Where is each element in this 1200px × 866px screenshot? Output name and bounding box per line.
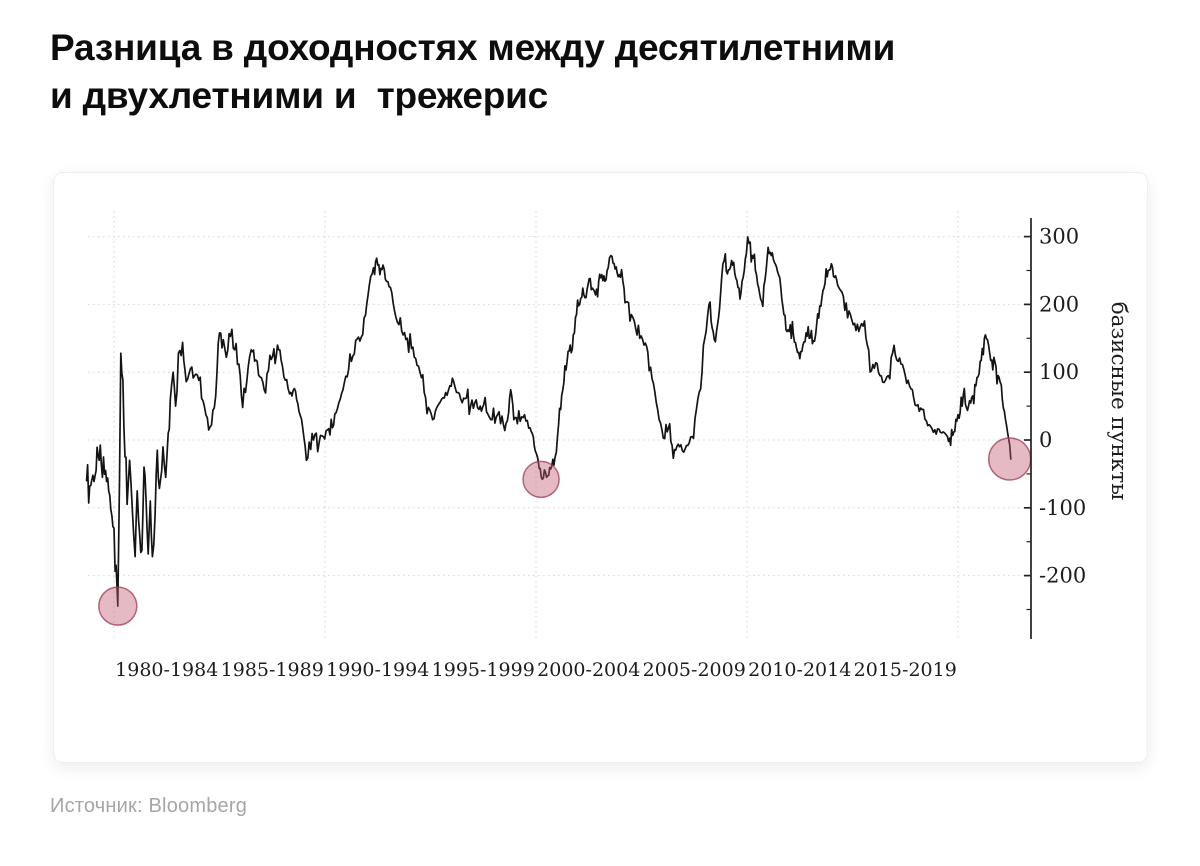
highlight-circle bbox=[987, 437, 1032, 481]
y-tick-label: -200 bbox=[1039, 564, 1086, 588]
x-tick-label: 2010-2014 bbox=[748, 659, 851, 681]
x-tick-label: 2005-2009 bbox=[643, 659, 746, 681]
series-line bbox=[85, 236, 1012, 607]
x-tick-label: 1980-1984 bbox=[115, 659, 218, 681]
x-tick-label: 2000-2004 bbox=[537, 659, 640, 681]
x-tick-label: 1990-1994 bbox=[326, 659, 429, 681]
x-tick-label: 1995-1999 bbox=[432, 659, 535, 681]
source-note: Источник: Bloomberg bbox=[50, 795, 247, 818]
highlight-circle bbox=[98, 586, 138, 626]
yield-spread-chart: 300 200 100 0 -100 -200 1980-1984 1985-1989 1990… bbox=[85, 211, 1131, 681]
chart-card: 300 200 100 0 -100 -200 1980-1984 1985-1989 1990… bbox=[53, 172, 1148, 763]
y-tick-label: 200 bbox=[1039, 292, 1079, 316]
y-tick-label: -100 bbox=[1039, 496, 1086, 520]
y-tick-label: 100 bbox=[1039, 360, 1079, 384]
source-label: Источник: bbox=[50, 795, 143, 817]
page-title: Разница в доходностях между десятилетним… bbox=[50, 27, 896, 116]
y-tick-label: 300 bbox=[1039, 225, 1079, 249]
x-tick-label: 1985-1989 bbox=[221, 659, 324, 681]
x-tick-label: 2015-2019 bbox=[854, 659, 957, 681]
highlight-circle bbox=[522, 460, 560, 499]
y-axis-title: базисные пункты bbox=[1106, 302, 1131, 501]
y-tick-label: 0 bbox=[1039, 428, 1052, 452]
source-value: Bloomberg bbox=[148, 795, 248, 817]
